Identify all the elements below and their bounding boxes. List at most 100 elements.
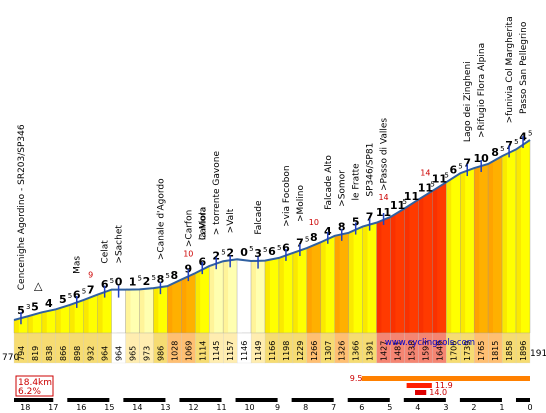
altitude-label: 1166 <box>268 341 277 361</box>
place-label: SP346/SP81 <box>366 143 376 197</box>
gradient-label: 2 <box>212 250 220 263</box>
gradient-sup: 5 <box>249 245 253 253</box>
altitude-label: 1593 <box>421 341 430 361</box>
altitude-label: 898 <box>73 346 82 361</box>
km-tick-label: 14 <box>132 403 142 412</box>
gradient-label: 1 <box>129 276 137 289</box>
segment-shade <box>153 287 159 333</box>
altitude-label: 819 <box>31 346 40 361</box>
segment-shade <box>55 307 61 333</box>
gradient-label: 7 <box>366 211 374 224</box>
altitude-label: 1739 <box>463 341 472 361</box>
segment-shade <box>488 161 494 333</box>
km-tick-label: 7 <box>331 403 336 412</box>
segment-shade <box>41 311 47 333</box>
gradient-sup: 5 <box>68 292 72 300</box>
segment-shade <box>292 251 298 333</box>
km-tick-label: 1 <box>499 403 504 412</box>
km-tick-label: 17 <box>48 403 58 412</box>
km-tick-label: 18 <box>20 403 30 412</box>
altitude-label: 794 <box>17 346 26 361</box>
place-label: >via Focobon <box>282 165 292 226</box>
km-tick-label: 16 <box>76 403 86 412</box>
place-label: >Valt <box>226 208 236 233</box>
km-tick-label: 9 <box>275 403 280 412</box>
segment-shade <box>97 292 103 333</box>
place-label: >Canale d'Agordo <box>156 178 166 260</box>
summary-distance: 18.4km <box>18 378 52 388</box>
altitude-label: 1427 <box>380 341 389 361</box>
gradient-sup: 5 <box>263 246 267 254</box>
altitude-box <box>515 332 531 364</box>
gradient-label: 6 <box>268 245 276 258</box>
altitude-labels-layer: 794 819 838 866 898 932 964 964 965 973 986 1028 106… <box>13 332 531 364</box>
altitude-label: 1481 <box>394 341 403 361</box>
segment-shade <box>460 171 466 333</box>
km-axis-stripe <box>501 398 516 402</box>
place-label: > torrente Gavone <box>212 151 222 236</box>
segment-shade <box>320 239 326 333</box>
max-gradient-marker: 14 <box>378 193 388 202</box>
gradient-label: 7 <box>463 157 471 170</box>
gradient-label: 5 <box>17 304 25 317</box>
altitude-label: 1028 <box>170 341 179 361</box>
altitude-label: 1069 <box>184 341 193 361</box>
km-tick-label: 6 <box>359 403 364 412</box>
km-tick-label: 4 <box>415 403 420 412</box>
altitude-label: 1146 <box>240 341 249 361</box>
segment-shade <box>474 166 480 333</box>
km-axis-stripe <box>109 398 124 402</box>
gradient-sup: 5 <box>444 172 448 180</box>
gradient-label: 6 <box>282 241 290 254</box>
profile-outline-layer <box>13 139 531 321</box>
altitude-label: 964 <box>115 346 124 361</box>
gradient-label: 7 <box>505 139 513 152</box>
gradient-label: 11 <box>376 206 391 219</box>
altitude-label: 1114 <box>198 341 207 361</box>
segment-shade <box>265 259 270 333</box>
altitude-label: 1307 <box>324 341 333 361</box>
gradient-label: 11 <box>404 190 419 203</box>
gradient-sup: 5 <box>458 163 462 171</box>
gradient-label: 6 <box>73 288 81 301</box>
place-label: Caviola <box>198 207 208 240</box>
km-tick-label: 13 <box>160 403 170 412</box>
gradient-bar-label: 11.9 <box>435 381 453 390</box>
segment-shade <box>69 303 75 333</box>
gradient-label: 5 <box>352 216 360 229</box>
gradient-sup: 5 <box>500 145 504 153</box>
gradient-label: 11 <box>418 181 433 194</box>
km-axis-stripe <box>221 398 236 402</box>
segment-shade <box>125 289 131 333</box>
gradient-label: 8 <box>171 269 179 282</box>
segment-shade <box>209 264 215 333</box>
gradient-label: 8 <box>157 273 165 286</box>
gradient-sup: 5 <box>82 287 86 295</box>
km-tick-label: 3 <box>443 403 448 412</box>
altitude-label: 1149 <box>254 341 263 361</box>
segment-shade <box>404 205 410 333</box>
gradient-label: 8 <box>310 231 318 244</box>
gradient-label: 9 <box>184 262 192 275</box>
place-label: Falcade <box>254 200 264 235</box>
segment-shade <box>432 187 438 333</box>
segment-shade <box>111 289 117 333</box>
gradient-bar-label: 14.0 <box>429 388 447 397</box>
summary-gradient: 6.2% <box>18 387 41 397</box>
gradient-label: 5 <box>59 293 67 306</box>
gradient-sup: 5 <box>110 277 114 285</box>
gradient-label: 11 <box>390 199 405 212</box>
gradient-bar-label: 9.5 <box>350 374 363 383</box>
gradient-sup: 5 <box>221 249 225 257</box>
place-label: Lago dei Zingheni <box>463 61 473 142</box>
watermark-label: www.cyclingcols.com <box>385 338 475 348</box>
place-label: la Mora <box>198 207 208 240</box>
altitude-label: 838 <box>45 346 54 361</box>
altitude-label: 964 <box>101 346 110 361</box>
gradient-label: 10 <box>474 152 490 165</box>
altitude-label: 1366 <box>352 341 361 361</box>
start-altitude-label: 770 <box>2 353 19 363</box>
km-axis-stripe <box>277 398 292 402</box>
gradient-label: 6 <box>101 278 109 291</box>
gradient-label: 2 <box>226 246 234 259</box>
